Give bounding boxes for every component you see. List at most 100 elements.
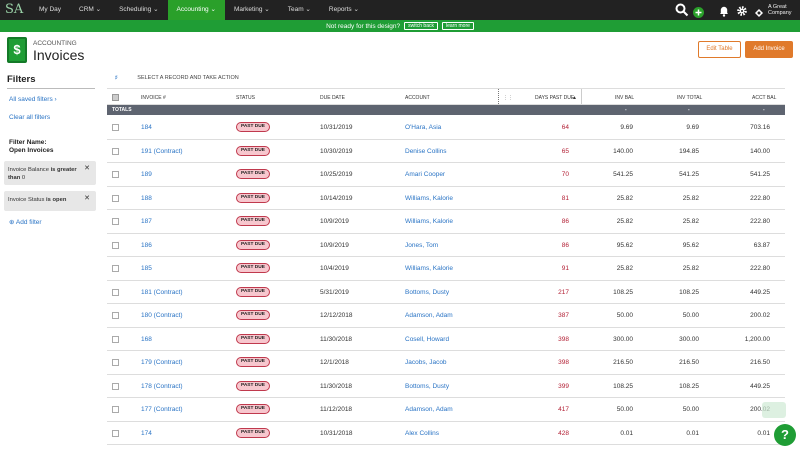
- account-link[interactable]: O'Hara, Asia: [405, 124, 442, 131]
- inv-bal: 216.50: [613, 359, 633, 366]
- switch-back-button[interactable]: switch back: [404, 22, 438, 30]
- row-checkbox[interactable]: [112, 147, 119, 155]
- due-date: 5/31/2019: [320, 288, 349, 296]
- filter-chip-invoice-status[interactable]: Invoice Status is open ✕: [4, 191, 96, 211]
- pin-icon[interactable]: ♯: [115, 75, 118, 81]
- column-header-inv-bal[interactable]: INV BAL: [615, 95, 635, 101]
- invoice-number-link[interactable]: 185: [141, 265, 152, 272]
- inv-total: 216.50: [679, 359, 699, 366]
- column-header-inv-total[interactable]: INV TOTAL: [677, 95, 703, 101]
- nav-item-reports[interactable]: Reports ⌄: [328, 6, 359, 13]
- column-header-due-date[interactable]: DUE DATE: [320, 95, 345, 101]
- account-link[interactable]: Adamson, Adam: [405, 312, 453, 319]
- days-past-due: 86: [561, 218, 569, 225]
- row-checkbox[interactable]: [112, 288, 119, 296]
- account-link[interactable]: Denise Collins: [405, 147, 447, 155]
- column-header-days-past-due[interactable]: DAYS PAST DUE: [535, 95, 575, 101]
- account-link[interactable]: Williams, Kalorie: [405, 265, 454, 272]
- search-icon[interactable]: [675, 3, 689, 17]
- row-checkbox[interactable]: [112, 359, 119, 366]
- account-link[interactable]: Bottoms, Dusty: [405, 288, 450, 296]
- feedback-widget[interactable]: [762, 402, 786, 418]
- table-row[interactable]: 174 PAST DUE 10/31/2018 Alex Collins 428 0.01…: [107, 422, 785, 445]
- column-header-account[interactable]: ACCOUNT: [405, 95, 430, 101]
- invoice-number-link[interactable]: 187: [141, 218, 152, 225]
- invoice-number-link[interactable]: 180 (Contract): [141, 312, 183, 319]
- table-row[interactable]: 168 PAST DUE 11/30/2018 Cosell, Howard 398 30…: [107, 328, 785, 351]
- account-link[interactable]: Jones, Tom: [405, 241, 439, 249]
- account-link[interactable]: Williams, Kalorie: [405, 194, 454, 202]
- acct-bal: 222.80: [750, 265, 770, 272]
- table-row[interactable]: 187 PAST DUE 10/9/2019 Williams, Kalorie 86 2…: [107, 210, 785, 234]
- table-row[interactable]: 186 PAST DUE 10/9/2019 Jones, Tom 86 95.62 95.…: [107, 234, 785, 257]
- company-name[interactable]: A Great Company: [764, 4, 800, 16]
- column-header-invoice[interactable]: INVOICE #: [141, 95, 166, 101]
- table-row[interactable]: 184 PAST DUE 10/31/2019 O'Hara, Asia 64 9.69 9…: [107, 116, 785, 140]
- row-checkbox[interactable]: [112, 335, 119, 343]
- row-checkbox[interactable]: [112, 265, 119, 272]
- invoice-number-link[interactable]: 188: [141, 194, 152, 202]
- nav-item-my-day[interactable]: My Day: [39, 6, 62, 13]
- edit-table-button[interactable]: Edit Table: [698, 41, 741, 58]
- account-link[interactable]: Alex Collins: [405, 429, 439, 437]
- nav-item-team[interactable]: Team ⌄: [287, 6, 311, 13]
- close-icon[interactable]: ✕: [84, 195, 90, 202]
- row-checkbox[interactable]: [112, 124, 119, 131]
- select-all-checkbox[interactable]: [112, 94, 119, 101]
- gear-icon[interactable]: [736, 4, 748, 16]
- invoice-number-link[interactable]: 186: [141, 241, 152, 249]
- add-filter-link[interactable]: ⊕ Add filter: [9, 218, 42, 226]
- clear-all-filters-link[interactable]: Clear all filters: [9, 114, 51, 121]
- account-link[interactable]: Amari Cooper: [405, 171, 446, 178]
- row-checkbox[interactable]: [112, 171, 119, 178]
- company-logo-icon[interactable]: [754, 5, 764, 17]
- row-checkbox[interactable]: [112, 241, 119, 249]
- invoice-number-link[interactable]: 168: [141, 335, 152, 343]
- invoice-number-link[interactable]: 174: [141, 429, 152, 437]
- help-button[interactable]: ?: [774, 424, 796, 446]
- nav-item-crm[interactable]: CRM ⌄: [79, 6, 102, 13]
- nav-item-accounting[interactable]: Accounting ⌄: [167, 0, 225, 20]
- all-saved-filters-link[interactable]: All saved filters ›: [9, 96, 57, 103]
- table-row[interactable]: 181 (Contract) PAST DUE 5/31/2019 Bottoms, …: [107, 281, 785, 304]
- learn-more-button[interactable]: learn more: [442, 22, 474, 30]
- invoice-number-link[interactable]: 184: [141, 124, 152, 131]
- column-header-status[interactable]: STATUS: [236, 95, 255, 101]
- account-link[interactable]: Jacobs, Jacob: [405, 359, 447, 366]
- table-row[interactable]: 180 (Contract) PAST DUE 12/12/2018 Adamson,…: [107, 304, 785, 328]
- invoice-number-link[interactable]: 181 (Contract): [141, 288, 183, 296]
- table-row[interactable]: 178 (Contract) PAST DUE 11/30/2018 Bottoms,…: [107, 375, 785, 398]
- table-row[interactable]: 188 PAST DUE 10/14/2019 Williams, Kalorie 81…: [107, 187, 785, 210]
- bell-icon[interactable]: [718, 4, 730, 17]
- row-checkbox[interactable]: [112, 382, 119, 390]
- table-row[interactable]: 185 PAST DUE 10/4/2019 Williams, Kalorie 91 2…: [107, 257, 785, 281]
- invoice-number-link[interactable]: 177 (Contract): [141, 406, 183, 413]
- close-icon[interactable]: ✕: [84, 165, 90, 172]
- row-checkbox[interactable]: [112, 312, 119, 319]
- add-invoice-button[interactable]: Add Invoice: [745, 41, 793, 58]
- account-link[interactable]: Williams, Kalorie: [405, 218, 454, 225]
- nav-item-scheduling[interactable]: Scheduling ⌄: [119, 6, 159, 13]
- table-row[interactable]: 177 (Contract) PAST DUE 11/12/2018 Adamson,…: [107, 398, 785, 422]
- add-icon[interactable]: [693, 5, 704, 18]
- table-row[interactable]: 179 (Contract) PAST DUE 12/1/2018 Jacobs, J…: [107, 351, 785, 375]
- invoice-number-link[interactable]: 191 (Contract): [141, 147, 183, 155]
- sort-ascending-icon[interactable]: ▲: [572, 95, 577, 101]
- row-checkbox[interactable]: [112, 429, 119, 437]
- row-checkbox[interactable]: [112, 406, 119, 413]
- nav-item-marketing[interactable]: Marketing ⌄: [233, 6, 270, 13]
- table-row[interactable]: 191 (Contract) PAST DUE 10/30/2019 Denise C…: [107, 140, 785, 163]
- table-row[interactable]: 189 PAST DUE 10/25/2019 Amari Cooper 70 541.2…: [107, 163, 785, 187]
- filter-chip-invoice-balance[interactable]: Invoice Balance is greater than 0 ✕: [4, 161, 96, 185]
- row-checkbox[interactable]: [112, 218, 119, 225]
- column-header-acct-bal[interactable]: ACCT BAL: [752, 95, 777, 101]
- invoice-number-link[interactable]: 179 (Contract): [141, 359, 183, 366]
- account-link[interactable]: Bottoms, Dusty: [405, 382, 450, 390]
- invoice-number-link[interactable]: 189: [141, 171, 152, 178]
- invoice-number-link[interactable]: 178 (Contract): [141, 382, 183, 390]
- app-logo[interactable]: SA: [5, 2, 24, 17]
- account-link[interactable]: Cosell, Howard: [405, 335, 450, 343]
- row-checkbox[interactable]: [112, 194, 119, 202]
- drag-handle-icon[interactable]: ⋮⋮: [503, 95, 513, 101]
- account-link[interactable]: Adamson, Adam: [405, 406, 453, 413]
